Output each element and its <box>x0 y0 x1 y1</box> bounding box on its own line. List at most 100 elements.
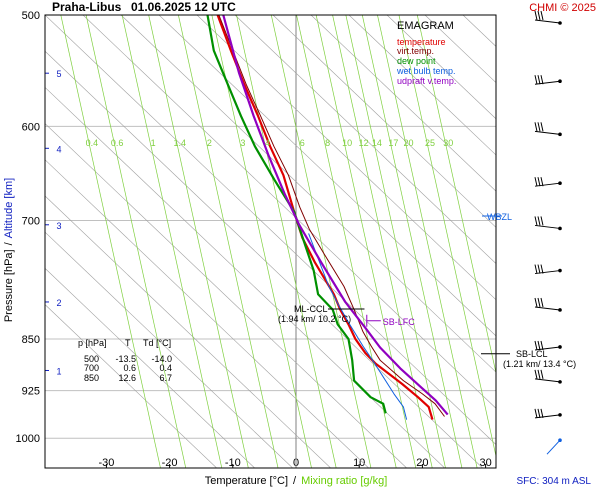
wind-barb <box>546 438 562 455</box>
axis-separator: / <box>3 241 15 245</box>
annotations: 0.4 0.6 1 1.4 2 3 4 6 8 10 12 14 17 20 25 30WBZLML-CCL(… <box>86 138 577 369</box>
altitude-tick-label: 5 <box>56 69 61 79</box>
wind-barb <box>534 10 562 25</box>
mixing-ratio-label: 4 <box>265 138 270 148</box>
adiabat-line <box>45 267 255 468</box>
sb-lcl-label: SB-LCL <box>516 349 548 359</box>
pressure-tick-label: 500 <box>22 10 40 22</box>
table-cell: 500 <box>84 354 99 364</box>
wind-barb-staff <box>534 130 561 135</box>
series-udpraft-v-temp- <box>222 15 449 416</box>
wind-barb-dot <box>558 345 562 349</box>
pressure-tick-label: 600 <box>22 121 40 133</box>
wind-barb-staff <box>534 414 561 419</box>
wind-barb-feather <box>534 408 538 419</box>
mixing-ratio-line <box>236 15 337 468</box>
mixing-ratio-line <box>361 15 463 468</box>
wind-barb-feather <box>537 408 541 419</box>
plot-area <box>45 15 600 468</box>
wind-barb-staff <box>534 224 561 229</box>
wind-barb-feather <box>540 75 544 85</box>
adiabat-line <box>234 15 496 264</box>
sounding-table: p [hPa] T Td [°C] 500 -13.5 -14.0 700 0.… <box>78 338 172 383</box>
mixing-ratio-line <box>296 15 397 468</box>
adiabat-line <box>45 159 369 468</box>
surface-elevation: SFC: 304 m ASL <box>517 476 592 487</box>
wind-barbs <box>534 10 562 455</box>
wind-barb <box>534 408 562 419</box>
adiabat-line <box>196 15 496 301</box>
mixing-ratio-label: 17 <box>388 138 398 148</box>
wind-barb <box>534 122 562 137</box>
wind-barb <box>534 264 562 275</box>
mixing-ratio-label: 12 <box>359 138 369 148</box>
svg-text:Pressure [hPa]/Altitude [km]: Pressure [hPa] / Altitude [km] <box>3 178 15 322</box>
wind-barb-feather <box>534 177 538 187</box>
mixing-ratio-label: 1.4 <box>173 138 186 148</box>
wind-barb-feather <box>540 177 544 187</box>
mixing-ratio-line <box>121 15 223 468</box>
table-cell: 0.6 <box>123 363 136 373</box>
wind-barb-feather <box>540 10 544 21</box>
adiabat-line <box>45 50 483 468</box>
mixing-ratio-label: 0.6 <box>111 138 124 148</box>
x-axis-label: Temperature [°C] / Mixing ratio [g/kg] <box>205 475 388 487</box>
temperature-tick-label: 30 <box>479 457 491 469</box>
wind-barb-dot <box>558 132 562 137</box>
wind-barb-feather <box>540 340 544 351</box>
mixing-ratio-line <box>315 15 417 468</box>
series-virt-temp- <box>218 15 445 417</box>
mixing-ratio-line <box>332 15 433 468</box>
table-cell: 700 <box>84 363 99 373</box>
adiabat-line <box>272 15 496 228</box>
mixing-ratio-label: 6 <box>300 138 305 148</box>
wind-barb <box>534 340 562 351</box>
wind-barb-feather <box>537 369 541 379</box>
mixing-ratio-label: 14 <box>372 138 382 148</box>
wind-barb-feather <box>534 369 538 379</box>
mixing-ratio-line <box>345 15 446 468</box>
wind-barb-staff <box>534 306 561 311</box>
wind-barb-dot <box>558 268 562 273</box>
wind-barb-dot <box>558 413 562 417</box>
wind-barb-feather <box>537 122 541 132</box>
adiabat-line <box>45 15 496 445</box>
wind-barb-feather <box>537 264 541 274</box>
x-axis-separator: / <box>293 475 297 487</box>
legend-dew-point: dew point <box>397 56 436 66</box>
adiabat-line <box>501 15 600 468</box>
temperature-tick-label: 10 <box>353 457 365 469</box>
wind-barb <box>534 369 562 384</box>
legend-wet-bulb: wet bulb temp. <box>396 66 456 76</box>
altitude-tick-label: 3 <box>56 221 61 231</box>
ml-ccl-label: ML-CCL <box>294 304 328 314</box>
mixing-ratio-label: 10 <box>342 138 352 148</box>
altitude-tick-label: 4 <box>56 144 61 154</box>
mixing-ratio-line <box>148 15 249 468</box>
wind-barb-dot <box>558 380 562 384</box>
adiabat-line <box>45 123 407 468</box>
plot-frame <box>44 14 497 469</box>
table-cell: 12.6 <box>118 373 136 383</box>
temperature-tick-label: -10 <box>225 457 241 469</box>
wind-barb <box>534 177 562 187</box>
adiabat-line <box>386 15 496 120</box>
pressure-tick-label: 925 <box>22 386 40 398</box>
mixing-ratio-label: 8 <box>325 138 330 148</box>
wind-barb-feather <box>534 10 538 21</box>
table-cell: 850 <box>84 373 99 383</box>
wind-barb-staff <box>534 346 561 351</box>
mixing-ratio-line <box>178 15 279 468</box>
adiabat-line <box>45 231 293 468</box>
wind-barb-feather <box>534 340 538 351</box>
series-dew-point <box>206 15 387 414</box>
mixing-ratio-line <box>377 15 478 468</box>
mixing-ratio-label: 20 <box>403 138 413 148</box>
table-header-td: Td [°C] <box>143 338 171 348</box>
wind-barb-feather <box>537 216 541 226</box>
table-cell: 0.4 <box>159 363 172 373</box>
wind-barb-dot <box>558 308 562 312</box>
wind-barb-staff <box>534 80 561 85</box>
adiabat-line <box>310 15 496 192</box>
table-cell: -14.0 <box>151 354 172 364</box>
